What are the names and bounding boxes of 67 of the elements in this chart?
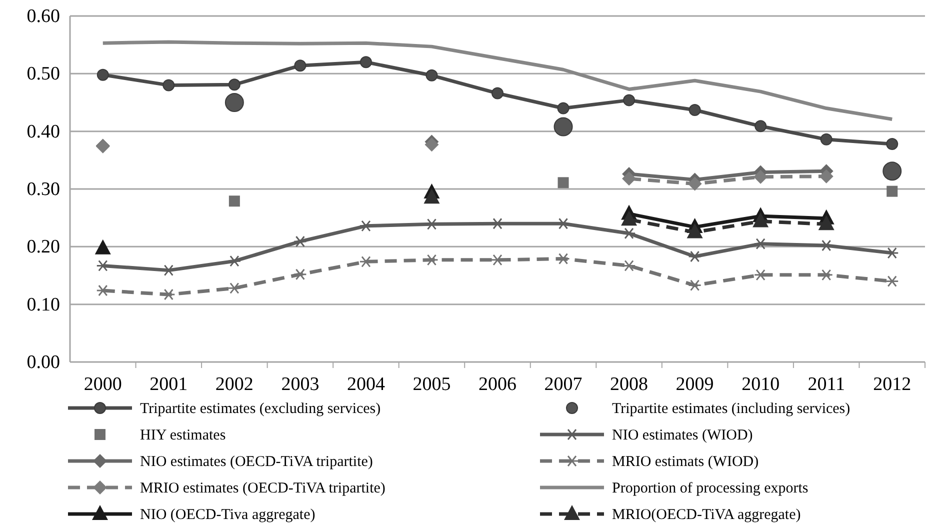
point: [294, 60, 306, 72]
point: [688, 250, 702, 262]
point: [886, 186, 898, 197]
legend-label: Tripartite estimates (including services): [612, 401, 850, 417]
point: [426, 69, 438, 82]
point: [820, 133, 832, 146]
point: [754, 238, 768, 250]
point: [162, 79, 175, 92]
legend-label: HIY estimates: [140, 428, 226, 444]
x-tick-label: 2009: [676, 374, 714, 395]
point: [492, 87, 504, 100]
point: [228, 282, 242, 294]
y-tick-label: 0.00: [26, 352, 60, 373]
point: [228, 78, 240, 91]
x-tick-label: 2006: [478, 374, 516, 395]
point: [424, 138, 439, 152]
x-tick-label: 2001: [150, 374, 188, 395]
point: [754, 269, 768, 281]
point: [360, 56, 372, 68]
point: [293, 268, 307, 280]
legend-label: NIO estimates (WIOD): [612, 428, 753, 444]
x-tick-label: 2010: [742, 374, 780, 395]
legend-label: NIO estimates (OECD-TiVA tripartite): [140, 454, 373, 470]
point: [228, 196, 240, 207]
x-tick-label: 2004: [346, 374, 386, 395]
point: [886, 138, 898, 150]
x-tick-label: 2000: [84, 374, 122, 395]
x-tick-label: 2005: [412, 374, 451, 395]
y-tick-label: 0.40: [26, 121, 60, 142]
line-series: [101, 40, 894, 121]
x-tick-label: 2012: [873, 374, 912, 395]
y-tick-label: 0.50: [26, 64, 60, 85]
x-tick-label: 2008: [610, 374, 648, 395]
point: [558, 177, 569, 188]
point: [622, 228, 636, 240]
x-tick-label: 2011: [808, 374, 845, 395]
point: [820, 269, 834, 281]
point: [623, 94, 636, 106]
y-tick-label: 0.10: [26, 294, 60, 316]
point: [754, 120, 767, 132]
legend-label: MRIO(OECD-TiVA aggregate): [612, 507, 801, 523]
y-tick-label: 0.30: [26, 179, 60, 200]
point: [556, 218, 570, 230]
point: [882, 162, 902, 181]
point: [224, 93, 244, 112]
legend-label: Proportion of processing exports: [612, 480, 808, 496]
point: [554, 117, 573, 136]
point: [228, 255, 242, 267]
point: [885, 276, 899, 288]
point: [94, 239, 111, 254]
point: [622, 260, 636, 272]
point: [688, 280, 702, 292]
point: [557, 102, 570, 114]
x-tick-label: 2007: [544, 374, 582, 395]
point: [293, 236, 307, 248]
point: [556, 253, 570, 265]
x-tick-label: 2002: [215, 374, 254, 395]
legend-label: Tripartite estimates (excluding services): [140, 401, 381, 417]
y-tick-label: 0.20: [26, 236, 60, 258]
legend-label: NIO (OECD-Tiva aggregate): [140, 507, 316, 523]
point: [424, 188, 440, 204]
x-tick-label: 2003: [281, 374, 320, 395]
legend-label: MRIO estimates (OECD-TiVA tripartite): [140, 480, 386, 496]
legend-label: MRIO estimats (WIOD): [612, 454, 759, 470]
y-tick-label: 0.60: [26, 6, 60, 27]
point: [688, 104, 701, 116]
point: [96, 68, 109, 81]
